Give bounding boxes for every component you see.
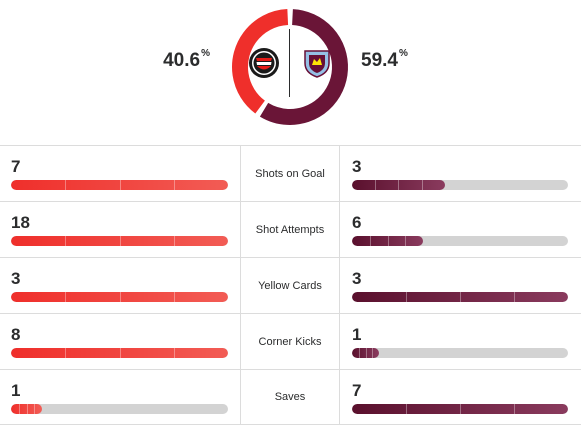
away-stat-value: 7 bbox=[352, 381, 362, 400]
bar-segment-tick bbox=[119, 180, 121, 190]
bar-segment-tick bbox=[421, 180, 423, 190]
home-stat-value: 8 bbox=[11, 325, 21, 344]
bar-segment-tick bbox=[65, 348, 67, 358]
home-possession-arc bbox=[232, 9, 348, 125]
bar-segment-tick bbox=[18, 404, 20, 414]
away-possession-arc bbox=[232, 9, 348, 125]
home-stat-bar bbox=[11, 236, 228, 246]
away-possession-value: 59.4% bbox=[361, 48, 408, 71]
away-stat-bar-fill bbox=[352, 236, 424, 246]
crest-divider bbox=[289, 29, 290, 97]
away-stat-value: 6 bbox=[352, 213, 362, 232]
bar-segment-tick bbox=[65, 292, 67, 302]
bar-segment-tick bbox=[514, 292, 515, 302]
aston-villa-crest-icon bbox=[304, 50, 330, 78]
stat-label: Saves bbox=[240, 370, 340, 424]
bar-segment-tick bbox=[173, 236, 175, 246]
bar-segment-tick bbox=[34, 404, 36, 414]
match-stats-table: 7 Shots on Goal 3 18 Shot Attempts 6 3 Yellow C… bbox=[0, 145, 581, 425]
possession-section: 40.6% 59.4% bbox=[0, 0, 581, 130]
bar-segment-tick bbox=[398, 180, 400, 190]
away-stat-value: 3 bbox=[352, 157, 362, 176]
bar-segment-tick bbox=[65, 236, 67, 246]
away-stat-bar bbox=[352, 404, 568, 414]
bar-segment-tick bbox=[119, 236, 121, 246]
home-stat-bar bbox=[11, 348, 228, 358]
bar-segment-tick bbox=[119, 292, 121, 302]
stat-label: Shot Attempts bbox=[240, 202, 340, 257]
home-stat-bar-fill bbox=[11, 180, 228, 190]
bar-segment-tick bbox=[405, 236, 407, 246]
bar-segment-tick bbox=[358, 348, 360, 358]
bar-segment-tick bbox=[65, 180, 67, 190]
away-stat-bar bbox=[352, 292, 568, 302]
bar-segment-tick bbox=[369, 236, 371, 246]
stat-row: 8 Corner Kicks 1 bbox=[0, 313, 581, 369]
stat-row: 18 Shot Attempts 6 bbox=[0, 201, 581, 257]
away-stat-bar bbox=[352, 348, 568, 358]
bar-segment-tick bbox=[173, 292, 175, 302]
bar-segment-tick bbox=[406, 292, 407, 302]
home-stat-value: 7 bbox=[11, 157, 21, 176]
home-stat-value: 1 bbox=[11, 381, 21, 400]
away-stat-bar-fill bbox=[352, 292, 568, 302]
home-stat-bar bbox=[11, 180, 228, 190]
home-stat-value: 3 bbox=[11, 269, 21, 288]
bar-segment-tick bbox=[460, 404, 461, 414]
home-stat-bar-fill bbox=[11, 404, 43, 414]
home-stat-bar-fill bbox=[11, 348, 228, 358]
home-stat-value: 18 bbox=[11, 213, 30, 232]
away-stat-value: 3 bbox=[352, 269, 362, 288]
bar-segment-tick bbox=[173, 348, 175, 358]
feyenoord-crest-icon bbox=[249, 48, 279, 78]
away-stat-bar-fill bbox=[352, 180, 445, 190]
home-possession-value: 40.6% bbox=[163, 48, 210, 71]
away-stat-value: 1 bbox=[352, 325, 362, 344]
home-stat-bar-fill bbox=[11, 292, 228, 302]
bar-segment-tick bbox=[406, 404, 407, 414]
stat-row: 1 Saves 7 bbox=[0, 369, 581, 425]
bar-segment-tick bbox=[375, 180, 377, 190]
bar-segment-tick bbox=[365, 348, 367, 358]
possession-donut-chart bbox=[232, 9, 348, 125]
bar-segment-tick bbox=[26, 404, 28, 414]
away-stat-bar-fill bbox=[352, 348, 379, 358]
stat-label: Yellow Cards bbox=[240, 258, 340, 313]
bar-segment-tick bbox=[173, 180, 175, 190]
stat-label: Corner Kicks bbox=[240, 314, 340, 369]
bar-segment-tick bbox=[460, 292, 461, 302]
home-stat-bar-fill bbox=[11, 236, 228, 246]
stat-row: 7 Shots on Goal 3 bbox=[0, 145, 581, 201]
away-stat-bar bbox=[352, 180, 568, 190]
stat-label: Shots on Goal bbox=[240, 146, 340, 201]
away-stat-bar bbox=[352, 236, 568, 246]
bar-segment-tick bbox=[514, 404, 515, 414]
bar-segment-tick bbox=[372, 348, 374, 358]
bar-segment-tick bbox=[119, 348, 121, 358]
home-stat-bar bbox=[11, 292, 228, 302]
stat-row: 3 Yellow Cards 3 bbox=[0, 257, 581, 313]
home-stat-bar bbox=[11, 404, 228, 414]
away-stat-bar-fill bbox=[352, 404, 568, 414]
bar-segment-tick bbox=[387, 236, 389, 246]
